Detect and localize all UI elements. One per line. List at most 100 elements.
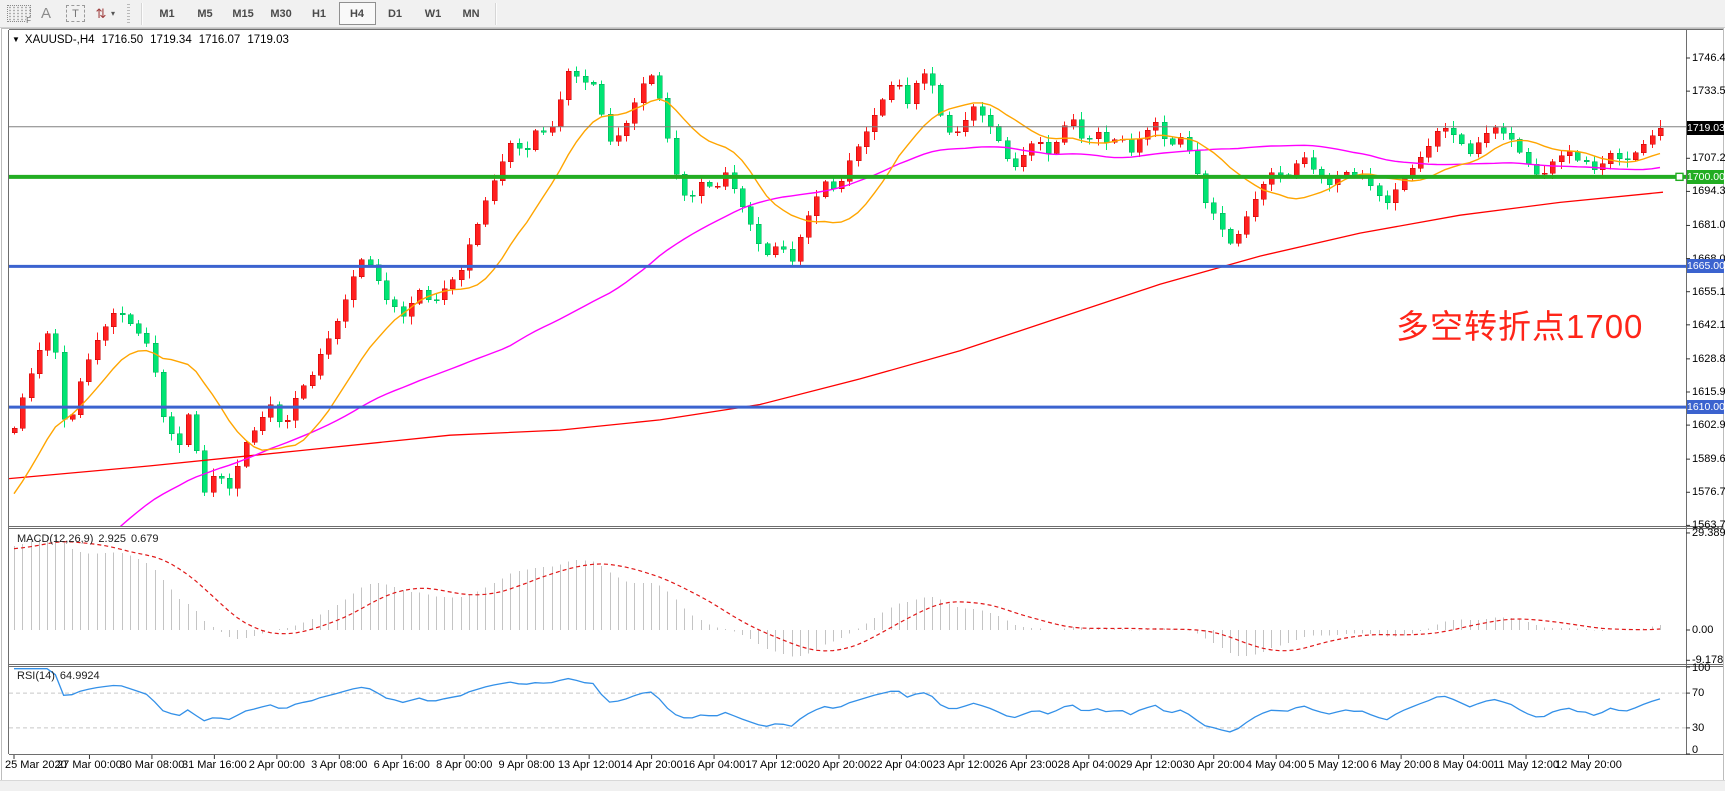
ohlc-high: 1719.34 — [150, 34, 192, 46]
time-label: 17 Apr 12:00 — [745, 759, 808, 771]
timeframe-button-h1[interactable]: H1 — [311, 7, 327, 20]
price-tick-label: 1589.65 — [1692, 453, 1725, 466]
macd-value-main: 2.925 — [98, 533, 126, 545]
rsi-scale-label: 100 — [1692, 662, 1711, 674]
time-label: 3 Apr 08:00 — [311, 759, 368, 771]
time-label: 16 Apr 04:00 — [682, 759, 746, 771]
time-label: 30 Apr 20:00 — [1182, 759, 1245, 771]
price-tick-label: 1602.95 — [1692, 419, 1725, 432]
rsi-scale-label: 70 — [1692, 687, 1705, 700]
price-tick-label: 1576.70 — [1692, 486, 1725, 499]
toolbar: F A T ⇅ ▾ M1 M5 M15 M30 H1 H4 D1 W1 MN — [0, 0, 1725, 28]
macd-indicator-label: MACD(12,26,9) 2.925 0.679 — [12, 533, 158, 545]
time-label: 12 May 20:00 — [1555, 759, 1622, 771]
time-label: 13 Apr 12:00 — [557, 759, 621, 771]
price-tick-label: 1642.15 — [1692, 318, 1725, 331]
time-label: 25 Mar 2020 — [5, 759, 67, 771]
time-label: 8 May 04:00 — [1433, 759, 1494, 771]
price-tick-label: 1563.75 — [1692, 519, 1725, 532]
chart-window: ▼ XAUUSD-,H4 1716.50 1719.34 1716.07 1719.03 … — [0, 28, 1725, 791]
arrow-tools-button[interactable]: ⇅ ▾ — [92, 3, 118, 25]
price-tick-label: 1655.10 — [1692, 285, 1725, 298]
timeframe-button-m15[interactable]: M15 — [232, 7, 254, 20]
time-label: 4 May 04:00 — [1245, 759, 1307, 771]
ma-fast-line — [13, 98, 1661, 495]
timeframe-row: M1 M5 M15 M30 H1 H4 D1 W1 MN — [148, 2, 490, 25]
candlestick-series — [11, 66, 1664, 497]
time-label: 9 Apr 08:00 — [498, 759, 555, 771]
toolbar-separator-2 — [495, 2, 498, 25]
toolbar-separator — [141, 2, 144, 25]
template-grid-button[interactable]: F — [1, 3, 31, 25]
time-label: 11 May 12:00 — [1493, 759, 1559, 771]
timeframe-button-d1[interactable]: D1 — [387, 7, 403, 20]
chart-canvas[interactable] — [0, 28, 1725, 790]
chevron-down-icon: ▾ — [111, 9, 116, 18]
text-tool-button[interactable]: T — [61, 3, 90, 25]
macd-scale-label: -9.178 — [1692, 654, 1724, 667]
time-label: 28 Apr 04:00 — [1057, 759, 1121, 771]
timeframe-button-m30[interactable]: M30 — [270, 7, 292, 20]
time-label: 30 Mar 08:00 — [119, 759, 185, 771]
price-tick-label: 1681.00 — [1692, 219, 1725, 232]
time-label: 23 Apr 12:00 — [932, 759, 996, 771]
template-grid-icon: F — [7, 5, 31, 25]
ohlc-low: 1716.07 — [198, 34, 241, 46]
macd-title: MACD(12,26,9) — [17, 533, 94, 545]
price-tick-label: 1733.50 — [1692, 85, 1725, 98]
time-label: 6 May 20:00 — [1370, 759, 1432, 771]
rsi-indicator-label: RSI(14) 64.9924 — [12, 670, 100, 682]
ma-mid-line — [119, 144, 1661, 526]
hline-1700-handle[interactable] — [1675, 172, 1684, 182]
symbol-ohlc-label: ▼ XAUUSD-,H4 1716.50 1719.34 1716.07 1719.03 — [12, 34, 289, 46]
time-label: 31 Mar 16:00 — [181, 759, 247, 771]
time-label: 26 Apr 23:00 — [995, 759, 1058, 771]
level-1700-label: 1700.00 — [1687, 169, 1725, 184]
rsi-title: RSI(14) — [17, 670, 55, 682]
text-tool-icon: T — [66, 5, 85, 22]
rsi-scale-label: 30 — [1692, 721, 1705, 734]
price-tick-label: 1707.25 — [1692, 152, 1725, 165]
window-frame — [1, 28, 1724, 790]
toolbar-grip — [127, 3, 131, 24]
time-label: 29 Apr 12:00 — [1120, 759, 1183, 771]
symbol-dropdown-icon[interactable]: ▼ — [12, 35, 20, 44]
time-label: 20 Apr 20:00 — [807, 759, 871, 771]
current-price-label: 1719.03 — [1687, 121, 1725, 136]
text-label-icon: A — [40, 5, 51, 22]
time-label: 22 Apr 04:00 — [870, 759, 933, 771]
text-label-button[interactable]: A — [33, 3, 59, 25]
timeframe-button-w1[interactable]: W1 — [424, 7, 442, 20]
macd-scale-label: 0.00 — [1692, 624, 1714, 636]
ohlc-open: 1716.50 — [101, 34, 144, 46]
price-tick-label: 1694.30 — [1692, 185, 1725, 198]
time-label: 2 Apr 00:00 — [248, 759, 305, 771]
price-tick-label: 1628.85 — [1692, 352, 1725, 365]
level-1665-label: 1665.00 — [1687, 259, 1725, 274]
time-label: 6 Apr 16:00 — [373, 759, 430, 771]
time-label: 27 Mar 00:00 — [57, 759, 122, 771]
ohlc-close: 1719.03 — [247, 34, 289, 46]
price-tick-label: 1615.90 — [1692, 385, 1725, 398]
window-bottom-edge — [0, 780, 1725, 791]
macd-value-signal: 0.679 — [130, 533, 159, 545]
timeframe-button-mn[interactable]: MN — [462, 7, 480, 20]
rsi-value: 64.9924 — [59, 670, 100, 682]
price-tick-label: 1746.45 — [1692, 52, 1725, 64]
timeframe-button-m1[interactable]: M1 — [159, 7, 175, 20]
level-1610-label: 1610.00 — [1687, 400, 1725, 415]
rsi-line — [14, 668, 1661, 733]
annotation-text[interactable]: 多空转折点1700 — [1396, 308, 1644, 345]
time-label: 8 Apr 00:00 — [436, 759, 493, 771]
time-label: 14 Apr 20:00 — [620, 759, 683, 771]
ma-slow-line — [9, 191, 1664, 480]
timeframe-button-h4[interactable]: H4 — [338, 2, 376, 25]
symbol-name: XAUUSD-,H4 — [24, 34, 95, 46]
macd-scale-label: 29.389 — [1692, 526, 1725, 539]
macd-histogram — [14, 534, 1661, 657]
timeframe-button-m5[interactable]: M5 — [197, 7, 213, 20]
time-label: 5 May 12:00 — [1308, 759, 1369, 771]
macd-signal-line — [13, 541, 1661, 652]
arrows-icon: ⇅ — [95, 5, 107, 21]
rsi-scale-label: 0 — [1692, 744, 1699, 756]
